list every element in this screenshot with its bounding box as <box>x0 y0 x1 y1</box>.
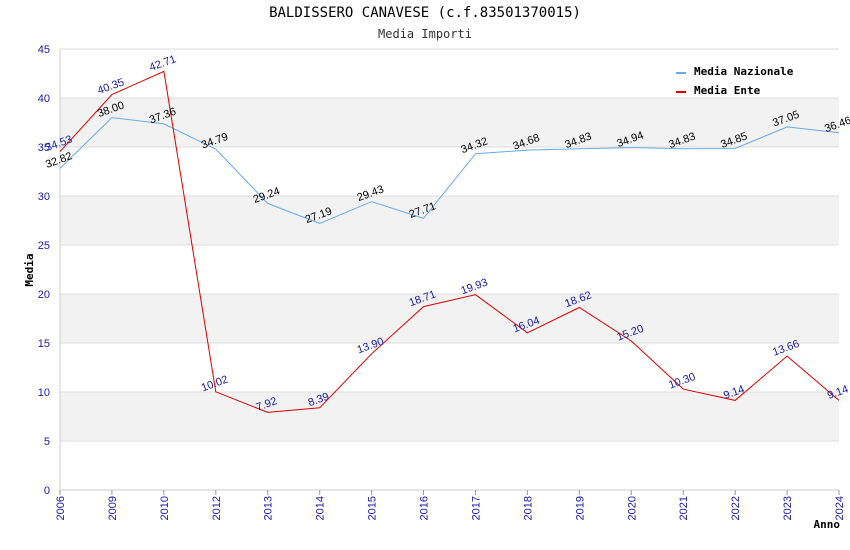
y-axis-ticks: 0 5 10 15 20 25 30 35 40 45 <box>38 44 50 497</box>
x-tick-label: 2024 <box>834 496 846 520</box>
data-label-ente: 42.71 <box>148 53 178 74</box>
y-tick-label: 45 <box>38 44 50 56</box>
grid-band <box>60 392 839 441</box>
x-tick-label: 2009 <box>107 496 119 520</box>
x-tick-label: 2022 <box>730 496 742 520</box>
x-tick-label: 2018 <box>522 496 534 520</box>
y-tick-label: 5 <box>44 436 50 448</box>
x-tick-label: 2015 <box>367 496 379 520</box>
series-line-media-ente <box>59 70 840 413</box>
x-tick-label: 2021 <box>678 496 690 520</box>
x-axis-title: Anno <box>814 518 841 531</box>
series-line-media-nazionale <box>59 117 840 225</box>
grid-bands <box>60 98 839 441</box>
y-tick-label: 30 <box>38 191 50 203</box>
grid-lines <box>60 48 839 491</box>
y-tick-label: 25 <box>38 240 50 252</box>
axes <box>59 49 839 491</box>
x-axis-ticks: 2006 2009 2010 2012 2013 2014 2015 2016 2017 2018… <box>55 490 846 520</box>
y-tick-label: 10 <box>38 387 50 399</box>
x-tick-label: 2016 <box>419 496 431 520</box>
y-tick-label: 15 <box>38 338 50 350</box>
x-tick-label: 2006 <box>55 496 67 520</box>
grid-band <box>60 196 839 245</box>
x-tick-label: 2020 <box>626 496 638 520</box>
x-tick-label: 2019 <box>574 496 586 520</box>
y-tick-label: 35 <box>38 142 50 154</box>
y-tick-label: 20 <box>38 289 50 301</box>
y-axis-title: Media <box>23 253 36 286</box>
legend-label: Media Nazionale <box>694 65 794 78</box>
legend: Media Nazionale Media Ente <box>676 65 794 97</box>
grid-band <box>60 294 839 343</box>
x-tick-label: 2012 <box>211 496 223 520</box>
chart-subtitle: Media Importi <box>378 27 472 41</box>
y-tick-label: 40 <box>38 93 50 105</box>
data-label-ente: 40.35 <box>96 76 126 97</box>
x-tick-label: 2013 <box>263 496 275 520</box>
grid-band <box>60 98 839 147</box>
x-tick-label: 2010 <box>159 496 171 520</box>
legend-label: Media Ente <box>694 84 761 97</box>
x-tick-label: 2023 <box>782 496 794 520</box>
chart-title: BALDISSERO CANAVESE (c.f.83501370015) <box>269 5 581 21</box>
data-label-ente: 10.02 <box>200 374 230 395</box>
series-lines <box>59 70 840 413</box>
x-tick-label: 2014 <box>315 496 327 520</box>
x-tick-label: 2017 <box>470 496 482 520</box>
y-tick-label: 0 <box>44 485 50 497</box>
